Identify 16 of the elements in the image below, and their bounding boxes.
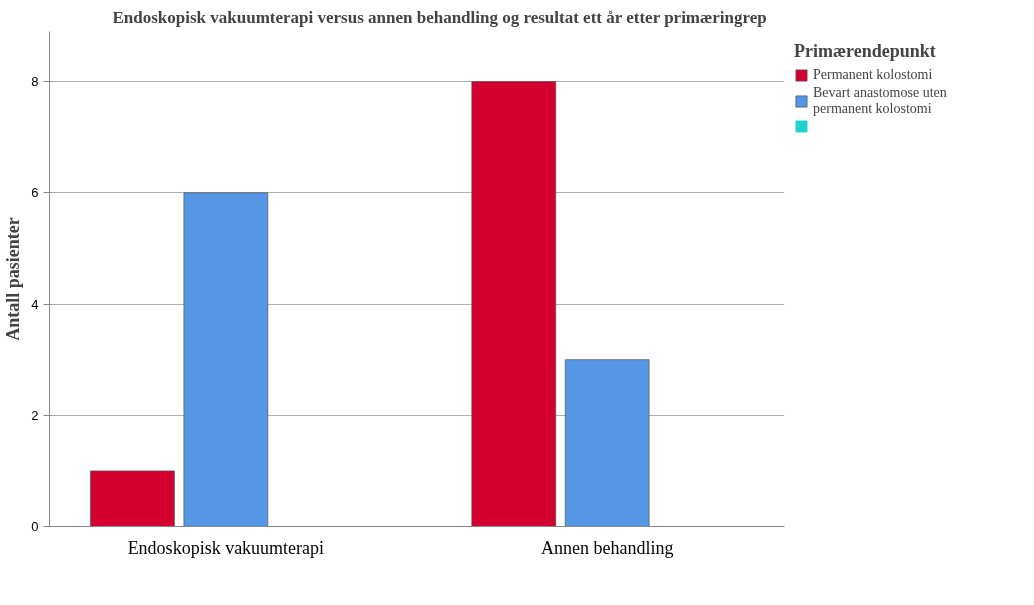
x-tick-label: Annen behandling [540,537,674,558]
bar [471,81,557,527]
x-tick-label: Endoskopisk vakuumterapi [127,537,325,558]
legend-label: Bevart anastomose uten permanent kolostomi [813,85,948,117]
bar [90,470,175,527]
y-axis-title: Antall pasienter [3,217,24,341]
legend-title: Primærendepunkt [794,41,937,62]
bar [183,192,269,527]
y-tick-label: 4 [31,296,39,312]
y-tick-label: 2 [31,407,39,423]
y-tick-label: 8 [31,74,39,90]
chart-title: Endoskopisk vakuumterapi versus annen behandling og resultat ett år etter primæringrep [112,7,767,27]
y-tick-label: 6 [31,185,39,201]
legend-label: Permanent kolostomi [813,67,934,83]
bar [564,359,650,527]
y-tick-label: 0 [31,519,39,534]
